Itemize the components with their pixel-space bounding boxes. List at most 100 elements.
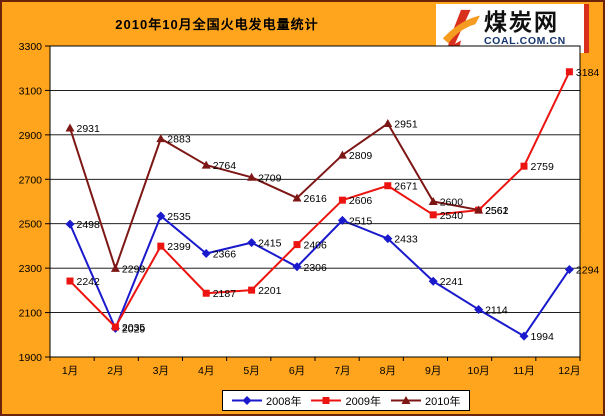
legend-swatch bbox=[311, 397, 342, 404]
diamond-marker bbox=[337, 215, 347, 225]
data-point-label: 2306 bbox=[304, 262, 328, 274]
chart-legend: 2008年 2009年 2010年 bbox=[222, 390, 471, 411]
data-point-label: 2399 bbox=[167, 241, 191, 253]
square-marker bbox=[202, 289, 210, 297]
square-marker bbox=[157, 242, 165, 250]
legend-label: 2010年 bbox=[424, 395, 461, 408]
square-marker bbox=[248, 286, 256, 294]
y-axis-label: 2300 bbox=[19, 263, 43, 275]
data-point-label: 2114 bbox=[485, 304, 508, 316]
x-axis-label: 6月 bbox=[289, 365, 305, 377]
x-axis-label: 10月 bbox=[468, 365, 490, 377]
data-point-label: 2562 bbox=[485, 205, 509, 217]
series-line-2009年 bbox=[69, 71, 571, 329]
data-point-label: 2759 bbox=[531, 161, 555, 173]
x-axis-label: 1月 bbox=[62, 365, 78, 377]
data-point-label: 2606 bbox=[349, 195, 373, 207]
data-point-label: 2540 bbox=[440, 210, 464, 222]
y-axis-label: 3100 bbox=[19, 85, 43, 97]
data-point-label: 2187 bbox=[213, 288, 237, 300]
data-point-label: 2406 bbox=[304, 240, 328, 252]
data-point-label: 2294 bbox=[576, 264, 600, 276]
diamond-marker bbox=[474, 304, 484, 314]
x-axis-label: 5月 bbox=[243, 365, 259, 377]
triangle-marker bbox=[247, 172, 257, 181]
data-point-label: 2764 bbox=[213, 160, 237, 172]
data-point-label: 2515 bbox=[349, 215, 373, 227]
triangle-marker bbox=[65, 123, 75, 132]
x-axis-label: 3月 bbox=[153, 365, 169, 377]
triangle-marker bbox=[201, 160, 211, 169]
data-point-label: 2415 bbox=[258, 238, 282, 250]
logo-text: 煤炭网 COAL.COM.CN bbox=[484, 10, 566, 46]
diamond-marker bbox=[519, 331, 529, 341]
legend-swatch bbox=[232, 396, 262, 405]
triangle-marker bbox=[292, 193, 302, 202]
data-point-label: 2809 bbox=[349, 150, 373, 162]
diamond-marker bbox=[201, 248, 211, 258]
x-axis-label: 9月 bbox=[425, 365, 441, 377]
data-point-label: 2951 bbox=[394, 119, 418, 131]
data-point-label: 2035 bbox=[122, 322, 146, 334]
data-point-label: 2299 bbox=[122, 263, 146, 275]
triangle-marker bbox=[110, 263, 120, 272]
triangle-marker bbox=[474, 205, 484, 214]
legend-swatch bbox=[390, 396, 421, 404]
x-axis-label: 2月 bbox=[107, 365, 123, 377]
triangle-marker bbox=[428, 197, 438, 205]
data-point-label: 2029 bbox=[122, 323, 146, 335]
y-axis-label: 2900 bbox=[19, 130, 43, 142]
x-axis-label: 7月 bbox=[334, 365, 350, 377]
diamond-marker bbox=[65, 219, 75, 229]
triangle-marker bbox=[383, 119, 393, 128]
diamond-marker bbox=[156, 211, 166, 221]
legend-label: 2008年 bbox=[266, 395, 302, 408]
series-line-2008年 bbox=[69, 214, 571, 338]
x-axis-label: 11月 bbox=[513, 365, 534, 377]
logo-brand-text: 煤炭网 bbox=[484, 9, 559, 36]
data-point-label: 1994 bbox=[531, 331, 555, 343]
x-axis-label: 12月 bbox=[558, 365, 580, 377]
diamond-marker bbox=[564, 264, 574, 274]
y-axis-label: 2100 bbox=[19, 308, 43, 320]
data-point-label: 2600 bbox=[440, 197, 464, 209]
legend-item-2008年: 2008年 bbox=[232, 393, 301, 409]
y-axis-label: 1900 bbox=[19, 352, 43, 364]
diamond-marker bbox=[292, 262, 302, 272]
triangle-marker bbox=[156, 134, 166, 143]
coal-logo: 煤炭网 COAL.COM.CN bbox=[436, 4, 589, 53]
data-point-label: 2498 bbox=[77, 219, 101, 231]
diamond-marker bbox=[247, 238, 257, 248]
y-axis-label: 3300 bbox=[19, 41, 43, 53]
square-marker bbox=[565, 68, 573, 76]
data-point-label: 2241 bbox=[440, 276, 464, 288]
legend-label: 2009年 bbox=[345, 395, 381, 408]
square-marker bbox=[384, 182, 392, 190]
data-point-label: 2201 bbox=[258, 285, 282, 297]
data-point-label: 2242 bbox=[77, 276, 101, 288]
data-point-label: 2931 bbox=[77, 123, 101, 135]
data-point-label: 2883 bbox=[167, 134, 191, 146]
data-point-label: 2561 bbox=[485, 205, 509, 217]
legend-item-2009年: 2009年 bbox=[311, 393, 381, 409]
square-marker bbox=[66, 277, 74, 285]
logo-domain-text: COAL.COM.CN bbox=[484, 34, 566, 47]
data-point-label: 2616 bbox=[304, 193, 328, 205]
data-point-label: 2709 bbox=[258, 172, 282, 184]
data-point-label: 2366 bbox=[213, 248, 237, 260]
square-marker bbox=[429, 211, 437, 219]
diamond-marker bbox=[383, 234, 393, 244]
data-point-label: 2433 bbox=[394, 234, 418, 246]
legend-item-2010年: 2010年 bbox=[390, 393, 461, 409]
data-point-label: 3184 bbox=[576, 67, 600, 79]
x-axis-label: 4月 bbox=[198, 365, 214, 377]
triangle-marker bbox=[337, 150, 347, 159]
data-point-label: 2535 bbox=[167, 211, 191, 223]
series-line-2010年 bbox=[69, 122, 479, 270]
y-axis-label: 2500 bbox=[19, 219, 43, 231]
diamond-marker bbox=[428, 276, 438, 286]
data-point-label: 2671 bbox=[394, 181, 418, 193]
x-axis-label: 8月 bbox=[380, 365, 396, 377]
